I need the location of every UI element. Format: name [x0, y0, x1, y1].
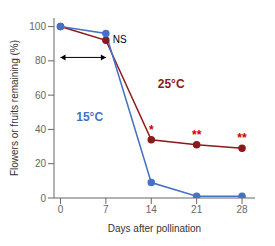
svg-text:7: 7 — [103, 204, 109, 215]
svg-text:25°C: 25°C — [158, 77, 185, 91]
svg-text:**: ** — [192, 128, 202, 142]
svg-text:21: 21 — [191, 204, 203, 215]
svg-text:40: 40 — [35, 124, 47, 135]
svg-text:Flowers or fruits remaining (%: Flowers or fruits remaining (%) — [9, 40, 20, 176]
svg-text:NS: NS — [113, 34, 127, 45]
svg-text:0: 0 — [58, 204, 64, 215]
svg-text:60: 60 — [35, 90, 47, 101]
svg-text:15°C: 15°C — [76, 110, 103, 124]
svg-text:**: ** — [237, 131, 247, 145]
svg-text:14: 14 — [146, 204, 158, 215]
svg-text:100: 100 — [29, 21, 46, 32]
svg-text:Days after pollination: Days after pollination — [108, 223, 201, 234]
svg-text:80: 80 — [35, 55, 47, 66]
svg-text:28: 28 — [236, 204, 248, 215]
svg-text:20: 20 — [35, 158, 47, 169]
svg-text:0: 0 — [40, 193, 46, 204]
svg-text:*: * — [149, 123, 154, 137]
